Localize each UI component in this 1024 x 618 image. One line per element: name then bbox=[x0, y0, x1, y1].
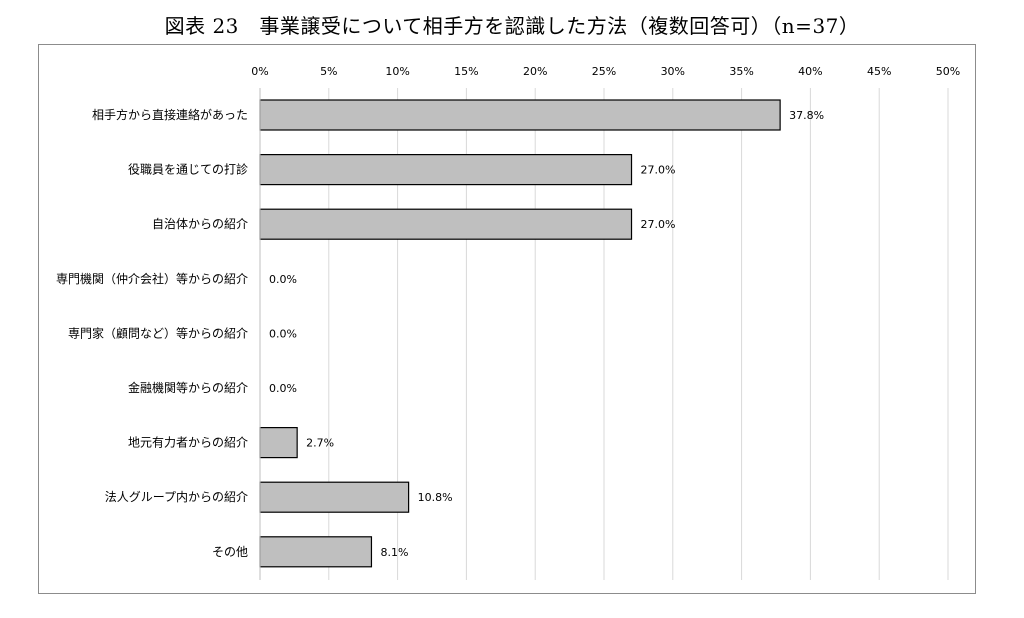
bar bbox=[259, 99, 781, 131]
data-label: 8.1% bbox=[380, 546, 408, 559]
data-label: 27.0% bbox=[641, 164, 676, 177]
bar bbox=[259, 481, 410, 513]
x-tick-label: 20% bbox=[523, 65, 547, 78]
bar bbox=[259, 154, 633, 186]
category-label: 専門機関（仲介会社）等からの紹介 bbox=[56, 271, 248, 286]
data-label: 2.7% bbox=[306, 437, 334, 450]
category-label: その他 bbox=[212, 545, 248, 559]
x-tick-label: 5% bbox=[320, 65, 337, 78]
data-label: 27.0% bbox=[641, 218, 676, 231]
chart-title: 図表 23 事業譲受について相手方を認識した方法（複数回答可）（n=37） bbox=[164, 14, 860, 38]
x-tick-label: 15% bbox=[454, 65, 478, 78]
x-tick-label: 40% bbox=[798, 65, 822, 78]
category-label: 相手方から直接連絡があった bbox=[92, 107, 248, 122]
category-label: 専門家（顧問など）等からの紹介 bbox=[68, 325, 248, 340]
x-tick-label: 10% bbox=[385, 65, 409, 78]
data-label: 10.8% bbox=[418, 491, 453, 504]
x-tick-label: 30% bbox=[661, 65, 685, 78]
category-labels: 相手方から直接連絡があった役職員を通じての打診自治体からの紹介専門機関（仲介会社… bbox=[56, 107, 248, 559]
bar bbox=[259, 208, 633, 240]
data-label: 37.8% bbox=[789, 109, 824, 122]
x-tick-label: 45% bbox=[867, 65, 891, 78]
data-label: 0.0% bbox=[269, 327, 297, 340]
category-label: 金融機関等からの紹介 bbox=[128, 380, 248, 395]
bar bbox=[259, 536, 373, 568]
x-axis-ticks: 0% 5% 10% 15% 20% 25% 30% 35% 40% 45% 50% bbox=[251, 65, 960, 78]
bar bbox=[259, 427, 298, 459]
chart-frame bbox=[38, 44, 976, 594]
x-tick-label: 35% bbox=[729, 65, 753, 78]
data-label: 0.0% bbox=[269, 273, 297, 286]
x-tick-label: 50% bbox=[936, 65, 960, 78]
bars bbox=[259, 99, 781, 568]
data-label: 0.0% bbox=[269, 382, 297, 395]
data-labels: 37.8% 27.0% 27.0% 0.0% 0.0% 0.0% 2.7% 10.8% 8.1% bbox=[269, 109, 824, 559]
category-label: 法人グループ内からの紹介 bbox=[105, 490, 248, 504]
category-label: 地元有力者からの紹介 bbox=[128, 436, 248, 450]
x-tick-label: 0% bbox=[251, 65, 268, 78]
category-label: 自治体からの紹介 bbox=[152, 217, 248, 231]
x-tick-label: 25% bbox=[592, 65, 616, 78]
category-label: 役職員を通じての打診 bbox=[128, 162, 248, 177]
